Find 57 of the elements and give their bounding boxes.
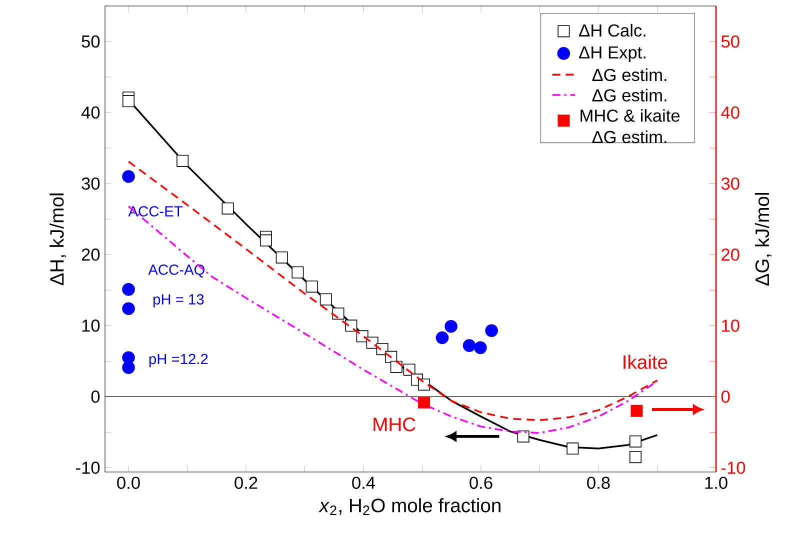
- point: [122, 302, 135, 315]
- x-tick-label: 0.0: [117, 476, 140, 489]
- point: [176, 154, 189, 167]
- y2-tick-label: -10: [721, 462, 746, 474]
- y2-tick-label: 20: [722, 248, 740, 261]
- y-tick-label: 0: [91, 390, 100, 403]
- annotation: ACC-AQ: [148, 264, 204, 278]
- x-tick-label: 0.2: [234, 476, 258, 489]
- y2-tick-label: 50: [721, 35, 740, 48]
- y-tick-label: -10: [76, 462, 100, 474]
- legend-label: MHC & ikaite ΔG estim.: [580, 109, 680, 144]
- y-tick-label: 50: [82, 35, 100, 48]
- x-tick-label: 0.4: [352, 476, 376, 489]
- annotation: Ikaite: [624, 354, 668, 369]
- point: [630, 451, 642, 464]
- x-tick-label: 1.0: [705, 476, 728, 489]
- legend-label: ΔG estim.: [592, 88, 666, 102]
- point: [260, 234, 272, 246]
- point: [276, 251, 288, 264]
- annotation: ACC-ET: [128, 206, 182, 216]
- point: [566, 442, 579, 455]
- point: [418, 378, 430, 391]
- y-axis-title: ΔH, kJ/mol: [50, 194, 66, 286]
- point: [222, 202, 234, 214]
- point: [122, 95, 135, 108]
- y-tick-label: 10: [82, 320, 100, 332]
- x-axis-title: x$_{2}$, H$_{2}$O mole fraction: [318, 498, 500, 516]
- point: [517, 430, 530, 442]
- point: [122, 170, 135, 183]
- x-tick-label: 0.8: [587, 476, 610, 489]
- point: [122, 283, 135, 296]
- y2-axis-title: ΔG, kJ/mol: [754, 193, 772, 286]
- y2-tick-label: 10: [722, 320, 740, 332]
- x-tick-label: 0.6: [470, 476, 492, 489]
- point: [122, 361, 135, 374]
- legend-label: ΔH Expt.: [579, 46, 646, 62]
- y2-tick-label: 0: [721, 390, 730, 403]
- point: [306, 280, 318, 293]
- annotation: pH = 13: [153, 294, 204, 308]
- point: [320, 293, 332, 306]
- y-tick-label: 30: [82, 177, 100, 190]
- point: [390, 360, 402, 373]
- y2-tick-label: 40: [721, 106, 740, 119]
- point: [462, 339, 476, 352]
- point: [474, 341, 487, 354]
- y2-tick-label: 30: [721, 177, 740, 190]
- point: [444, 320, 458, 333]
- y-tick-label: 20: [82, 248, 100, 261]
- legend-label: ΔH Calc.: [579, 24, 646, 37]
- point: [485, 324, 498, 338]
- point: [436, 331, 449, 344]
- point: [630, 435, 642, 448]
- annotation: MHC: [374, 418, 416, 432]
- annotation: pH =12.2: [149, 354, 208, 368]
- y-tick-label: 40: [81, 106, 100, 119]
- point: [292, 266, 304, 278]
- legend-label: ΔG estim.: [592, 68, 666, 82]
